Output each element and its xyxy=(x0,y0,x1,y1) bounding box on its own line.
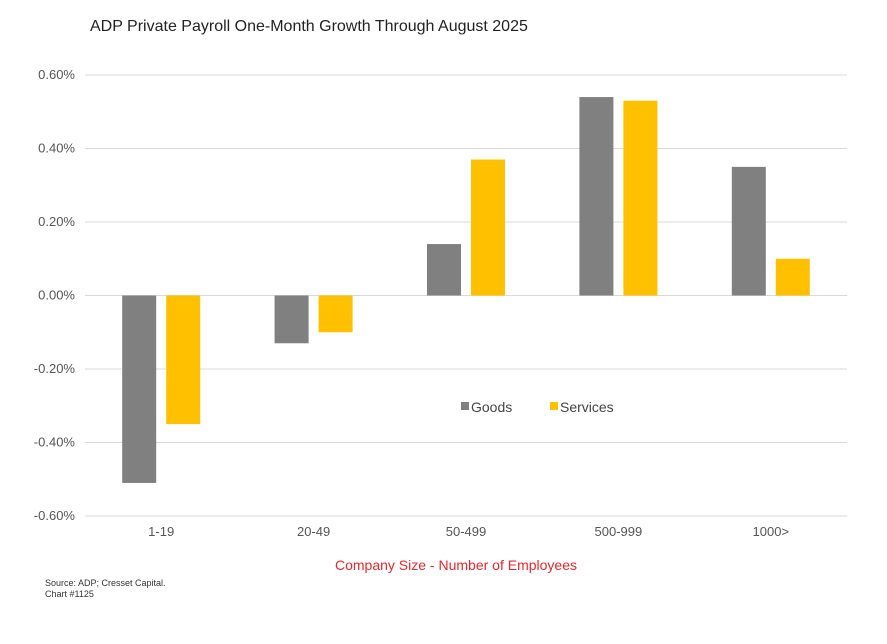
bar-services-1000> xyxy=(775,258,810,296)
x-tick-labels: 1-19 20-49 50-499 500-999 1000> xyxy=(148,524,789,539)
bar-services-50-499 xyxy=(471,159,505,296)
source-text: Source: ADP; Cresset Capital. xyxy=(45,578,166,588)
bar-services-500-999 xyxy=(623,100,658,296)
legend-label-goods: Goods xyxy=(471,399,512,415)
bar-services-1-19 xyxy=(166,295,201,425)
y-tick-label: 0.00% xyxy=(38,288,75,303)
y-tick-labels: 0.60% 0.40% 0.20% 0.00% -0.20% -0.40% -0.60% xyxy=(34,67,76,523)
y-tick-label: -0.20% xyxy=(34,361,76,376)
legend-label-services: Services xyxy=(560,399,614,415)
y-tick-label: 0.60% xyxy=(38,67,75,82)
source-note: Source: ADP; Cresset Capital. Chart #112… xyxy=(45,578,166,600)
x-tick-label: 500-999 xyxy=(595,524,643,539)
x-tick-label: 1000> xyxy=(753,524,790,539)
chart-title: ADP Private Payroll One-Month Growth Thr… xyxy=(90,18,528,35)
chart-number: Chart #1125 xyxy=(45,589,94,599)
legend-swatch-goods xyxy=(461,402,469,410)
y-tick-label: 0.20% xyxy=(38,214,75,229)
bar-goods-1-19 xyxy=(122,295,157,483)
bar-goods-20-49 xyxy=(274,295,309,344)
bar-services-20-49 xyxy=(318,295,353,333)
bar-goods-1000> xyxy=(731,166,766,296)
legend: Goods Services xyxy=(461,399,614,415)
x-axis-label: Company Size - Number of Employees xyxy=(335,557,577,573)
x-tick-label: 50-499 xyxy=(446,524,486,539)
legend-swatch-services xyxy=(550,402,558,410)
y-tick-label: -0.60% xyxy=(34,508,76,523)
bar-goods-500-999 xyxy=(579,97,614,296)
y-tick-label: -0.40% xyxy=(34,435,76,450)
x-tick-label: 1-19 xyxy=(148,524,174,539)
y-tick-label: 0.40% xyxy=(38,141,75,156)
x-tick-label: 20-49 xyxy=(297,524,330,539)
gridlines xyxy=(85,74,847,517)
bar-goods-50-499 xyxy=(427,244,461,296)
bars xyxy=(122,97,810,483)
